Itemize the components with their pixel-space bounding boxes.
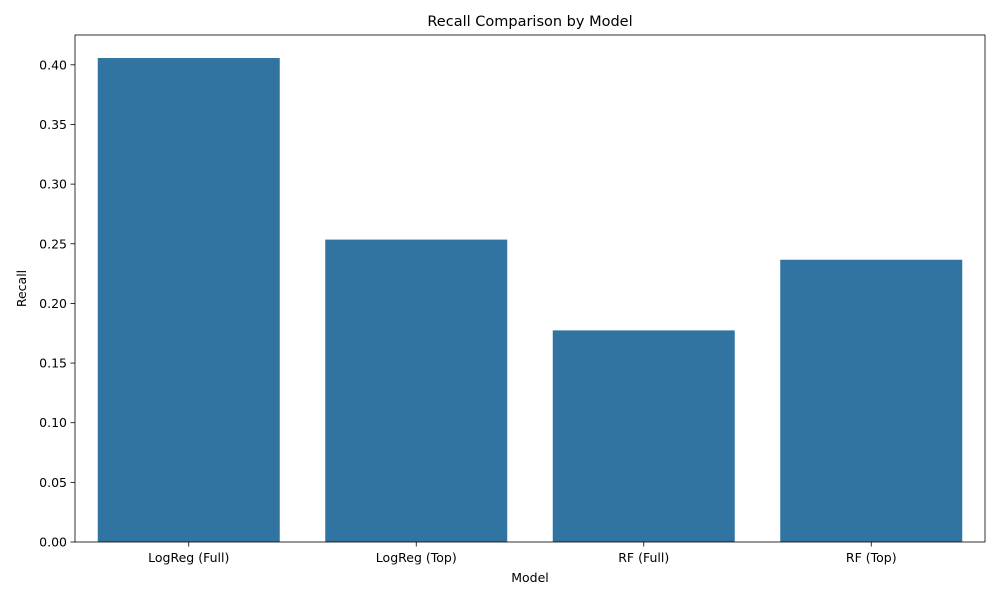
x-axis-label: Model	[511, 570, 549, 585]
y-axis: 0.00 0.05 0.10 0.15 0.20 0.25 0.30 0.35 0.40	[39, 57, 75, 550]
chart-title: Recall Comparison by Model	[427, 14, 632, 30]
y-tick-label: 0.25	[39, 236, 67, 251]
y-tick-label: 0.15	[39, 356, 67, 371]
bars-group	[97, 58, 963, 542]
x-tick-label: RF (Top)	[846, 550, 897, 565]
plot-frame	[74, 34, 986, 543]
x-tick-label: LogReg (Top)	[376, 550, 457, 565]
bar-1	[97, 58, 280, 542]
bar-2	[325, 239, 508, 542]
y-tick-label: 0.00	[39, 535, 67, 550]
x-axis: LogReg (Full) LogReg (Top) RF (Full) RF (To…	[148, 542, 897, 565]
y-tick-label: 0.10	[39, 415, 67, 430]
bar-4	[780, 259, 963, 542]
x-tick-label: RF (Full)	[618, 550, 669, 565]
y-tick-label: 0.35	[39, 117, 67, 132]
x-tick-label: LogReg (Full)	[148, 550, 229, 565]
y-tick-label: 0.40	[39, 57, 67, 72]
y-axis-label: Recall	[14, 270, 29, 307]
y-tick-label: 0.30	[39, 177, 67, 192]
bar-3	[552, 330, 735, 542]
y-tick-label: 0.20	[39, 296, 67, 311]
y-tick-label: 0.05	[39, 475, 67, 490]
